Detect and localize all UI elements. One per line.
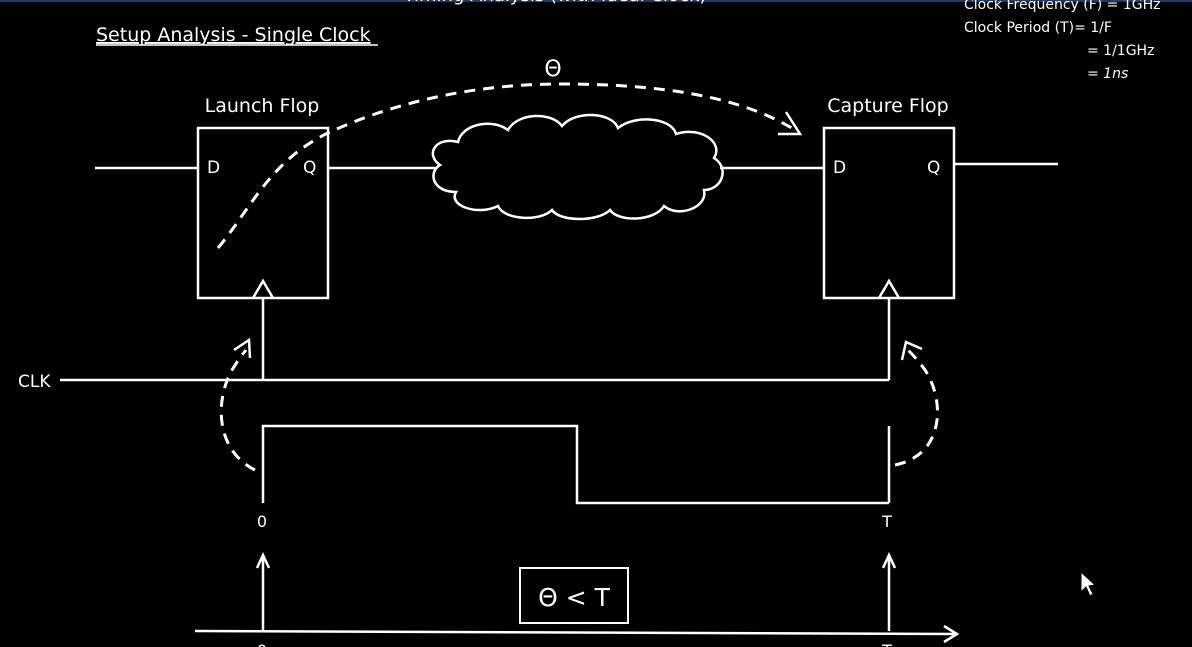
slide-title-partial: Timing Analysis (with Ideal Clock) bbox=[403, 0, 707, 6]
clock-period-result: = 1ns bbox=[1087, 66, 1128, 82]
window-top-border bbox=[0, 0, 1192, 2]
clock-period-calc: = 1/1GHz bbox=[1087, 43, 1154, 59]
clock-frequency-text: Clock Frequency (F) = 1GHz bbox=[964, 0, 1161, 13]
timeline-arrowhead bbox=[943, 624, 960, 644]
clk-label: CLK bbox=[18, 372, 51, 392]
launch-edge-arrowhead bbox=[233, 337, 252, 359]
mouse-cursor-icon bbox=[1080, 570, 1097, 597]
waveform-start-label: 0 bbox=[257, 512, 267, 531]
launch-flop-q-pin: Q bbox=[303, 158, 316, 178]
timeline-start-label: 0 bbox=[257, 641, 267, 647]
capture-flop-d-pin: D bbox=[833, 158, 846, 178]
timeline-capture-marker-head bbox=[881, 552, 897, 569]
condition-text: Θ < T bbox=[538, 583, 611, 612]
combinational-logic-cloud bbox=[431, 113, 724, 221]
slide-subtitle: Setup Analysis - Single Clock bbox=[96, 24, 371, 46]
timeline-end-label: T bbox=[881, 641, 892, 647]
launch-flop-clock-triangle bbox=[251, 278, 275, 299]
waveform-end-label: T bbox=[881, 512, 892, 531]
launch-flop-label: Launch Flop bbox=[205, 95, 320, 117]
capture-flop-box bbox=[822, 126, 956, 300]
timeline-axis bbox=[194, 629, 956, 636]
capture-flop-q-pin: Q bbox=[927, 158, 940, 178]
capture-edge-arrowhead bbox=[900, 340, 923, 361]
condition-box bbox=[519, 567, 629, 624]
clock-period-text: Clock Period (T)= 1/F bbox=[964, 20, 1112, 36]
timeline-launch-marker-head bbox=[255, 552, 271, 569]
launch-edge-dashed-arrow bbox=[219, 349, 256, 472]
capture-flop-label: Capture Flop bbox=[827, 95, 948, 117]
capture-edge-dashed-arrow bbox=[894, 346, 939, 467]
launch-flop-box bbox=[196, 126, 330, 300]
launch-flop-d-pin: D bbox=[207, 158, 220, 178]
capture-flop-clock-triangle bbox=[877, 278, 901, 299]
clock-waveform bbox=[261, 424, 889, 505]
theta-path-arrow bbox=[216, 82, 796, 249]
theta-label: Θ bbox=[544, 57, 561, 82]
theta-arrowhead bbox=[778, 111, 803, 136]
